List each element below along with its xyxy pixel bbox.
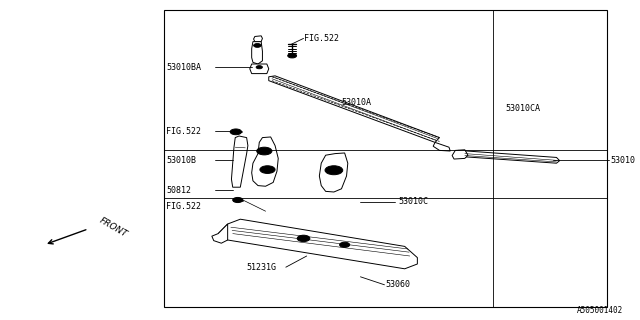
Circle shape (340, 242, 349, 247)
Text: FIG.522: FIG.522 (166, 127, 202, 136)
Text: FIG.522: FIG.522 (303, 34, 339, 43)
Text: FIG.522: FIG.522 (166, 202, 202, 211)
Circle shape (297, 235, 310, 242)
Polygon shape (250, 64, 269, 74)
Text: FRONT: FRONT (98, 216, 129, 239)
Polygon shape (433, 142, 451, 151)
Polygon shape (253, 36, 262, 42)
Circle shape (288, 53, 296, 58)
Text: 53010C: 53010C (398, 197, 428, 206)
Text: 53010A: 53010A (342, 98, 371, 107)
Circle shape (257, 147, 272, 155)
Bar (164, 10, 607, 307)
Text: 53010: 53010 (610, 156, 636, 164)
Polygon shape (232, 136, 248, 187)
Text: 53010B: 53010B (166, 156, 196, 164)
Polygon shape (252, 42, 262, 64)
Polygon shape (269, 76, 440, 142)
Circle shape (256, 66, 262, 69)
Circle shape (233, 197, 243, 203)
Circle shape (260, 166, 275, 173)
Circle shape (253, 44, 261, 47)
Text: 51231G: 51231G (246, 263, 276, 272)
Polygon shape (252, 137, 278, 186)
Text: 53010CA: 53010CA (506, 104, 541, 113)
Text: 53010BA: 53010BA (166, 63, 202, 72)
Polygon shape (218, 219, 417, 269)
Polygon shape (452, 150, 468, 159)
Polygon shape (212, 224, 228, 243)
Circle shape (325, 166, 343, 175)
Polygon shape (454, 150, 559, 163)
Text: 53060: 53060 (386, 280, 411, 289)
Text: A505001402: A505001402 (577, 306, 623, 315)
Text: 50812: 50812 (166, 186, 191, 195)
Polygon shape (319, 153, 348, 192)
Circle shape (230, 129, 241, 135)
